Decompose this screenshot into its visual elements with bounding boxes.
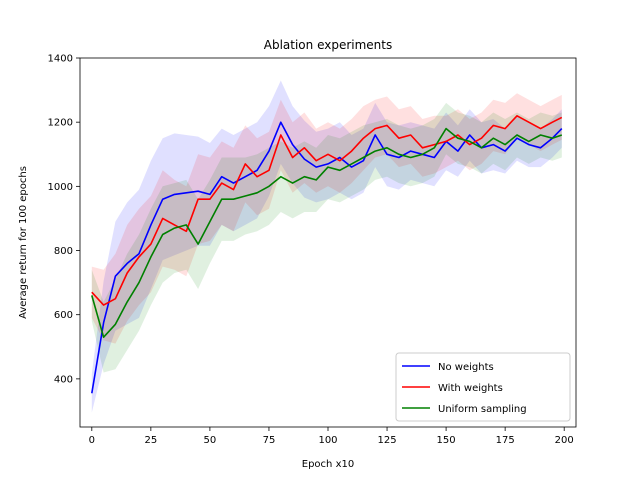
x-axis-label: Epoch x10 [302,459,354,470]
x-tick-label: 175 [496,435,515,446]
x-tick-label: 200 [555,435,574,446]
confidence-bands [91,80,562,413]
x-tick-label: 100 [318,435,337,446]
y-axis-label: Average return for 100 epochs [18,166,29,319]
y-tick-label: 1400 [48,54,73,65]
legend: No weights With weights Uniform sampling [395,352,571,422]
y-tick-label: 600 [54,310,73,321]
y-tick-label: 1000 [48,182,73,193]
x-tick-label: 75 [263,435,276,446]
x-tick-label: 0 [89,435,95,446]
chart-title: Ablation experiments [264,38,393,52]
line-series-2 [91,115,563,306]
line-series-1 [91,121,563,394]
y-tick-label: 800 [54,246,73,257]
series-lines [91,115,563,394]
legend-box [395,352,571,422]
x-tick-label: 125 [378,435,397,446]
y-tick-label: 1200 [48,118,73,129]
band-series-3 [91,102,562,373]
line-series-3 [91,127,563,339]
legend-label: No weights [438,362,494,373]
legend-label: With weights [438,383,503,394]
band-series-1 [91,80,562,413]
band-series-2 [91,93,562,344]
x-tick-label: 50 [204,435,217,446]
x-tick-label: 150 [437,435,456,446]
legend-label: Uniform sampling [438,404,527,415]
y-axis-ticks: 400 600 800 1000 1200 1400 [48,54,80,385]
y-tick-label: 400 [54,374,73,385]
x-tick-label: 25 [144,435,157,446]
x-axis-ticks: 0 25 50 75 100 125 150 175 200 [89,427,574,446]
